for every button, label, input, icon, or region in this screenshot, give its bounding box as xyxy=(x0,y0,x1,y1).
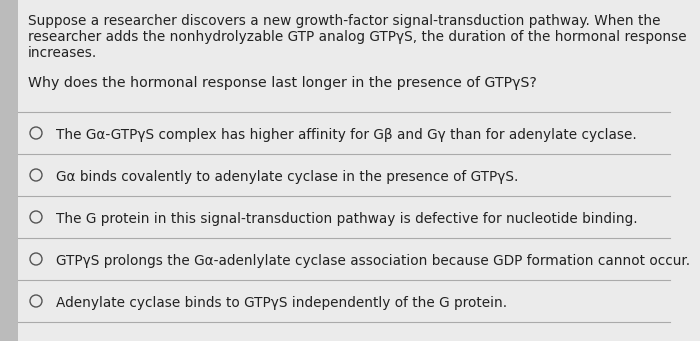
Bar xyxy=(0,0,18,341)
Text: Adenylate cyclase binds to GTPγS independently of the G protein.: Adenylate cyclase binds to GTPγS indepen… xyxy=(56,296,507,310)
Text: Suppose a researcher discovers a new growth-factor signal-transduction pathway. : Suppose a researcher discovers a new gro… xyxy=(28,14,661,28)
Text: GTPγS prolongs the Gα-adenlylate cyclase association because GDP formation canno: GTPγS prolongs the Gα-adenlylate cyclase… xyxy=(56,254,690,268)
Text: The G protein in this signal-transduction pathway is defective for nucleotide bi: The G protein in this signal-transductio… xyxy=(56,212,638,226)
Text: researcher adds the nonhydrolyzable GTP analog GTPγS, the duration of the hormon: researcher adds the nonhydrolyzable GTP … xyxy=(28,30,687,44)
Text: increases.: increases. xyxy=(28,46,97,60)
Text: Gα binds covalently to adenylate cyclase in the presence of GTPγS.: Gα binds covalently to adenylate cyclase… xyxy=(56,170,519,184)
Text: Why does the hormonal response last longer in the presence of GTPγS?: Why does the hormonal response last long… xyxy=(28,76,537,90)
Text: The Gα-GTPγS complex has higher affinity for Gβ and Gγ than for adenylate cyclas: The Gα-GTPγS complex has higher affinity… xyxy=(56,128,637,142)
